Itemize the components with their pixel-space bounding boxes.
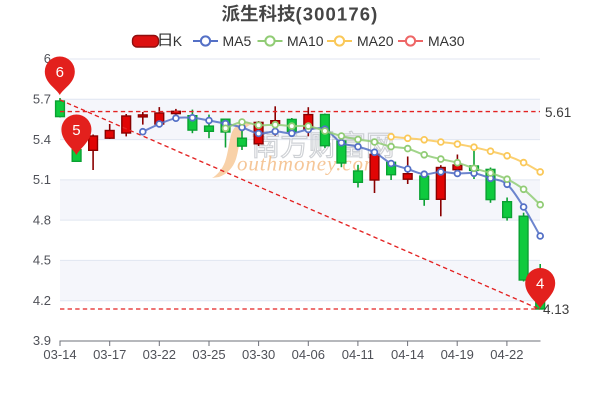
- svg-text:6: 6: [44, 51, 51, 66]
- svg-text:03-17: 03-17: [93, 347, 126, 362]
- svg-text:MA5: MA5: [223, 33, 252, 49]
- svg-text:4.5: 4.5: [33, 253, 51, 268]
- svg-text:04-14: 04-14: [391, 347, 424, 362]
- svg-text:6: 6: [56, 64, 64, 81]
- svg-text:04-11: 04-11: [342, 347, 374, 362]
- svg-text:03-22: 03-22: [143, 347, 176, 362]
- svg-text:04-22: 04-22: [490, 347, 523, 362]
- svg-text:03-30: 03-30: [242, 347, 275, 362]
- svg-text:4.13: 4.13: [543, 302, 569, 317]
- svg-text:5: 5: [72, 122, 80, 139]
- svg-text:5.4: 5.4: [33, 132, 51, 147]
- svg-text:04-19: 04-19: [441, 347, 474, 362]
- svg-text:4: 4: [536, 275, 544, 292]
- svg-text:4.8: 4.8: [33, 212, 51, 227]
- svg-text:5.7: 5.7: [33, 92, 51, 107]
- svg-text:4.2: 4.2: [33, 293, 51, 308]
- svg-text:3.9: 3.9: [33, 333, 51, 348]
- svg-text:03-14: 03-14: [43, 347, 76, 362]
- svg-text:MA10: MA10: [287, 33, 324, 49]
- svg-text:5.61: 5.61: [545, 105, 571, 120]
- svg-text:(300176): (300176): [296, 3, 379, 24]
- svg-text:K: K: [173, 33, 183, 49]
- svg-text:5.1: 5.1: [33, 172, 51, 187]
- svg-text:03-25: 03-25: [192, 347, 225, 362]
- svg-text:MA20: MA20: [357, 33, 394, 49]
- svg-text:04-06: 04-06: [292, 347, 325, 362]
- svg-text:MA30: MA30: [428, 33, 465, 49]
